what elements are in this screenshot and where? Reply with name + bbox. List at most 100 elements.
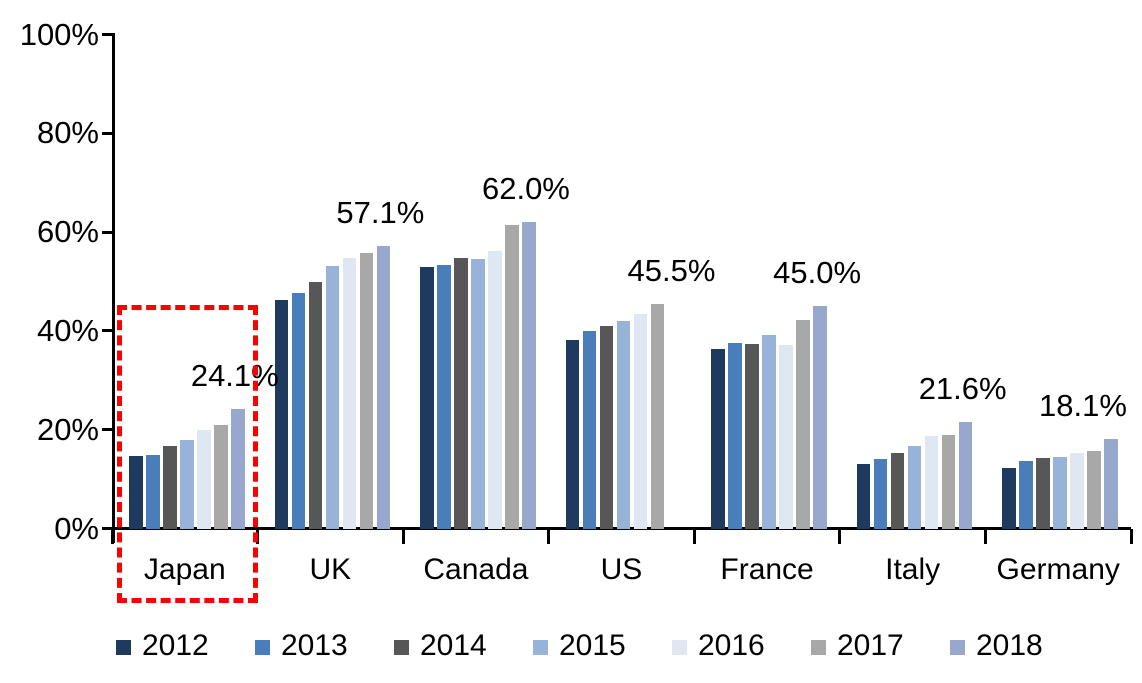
bar-us-2014 bbox=[599, 325, 614, 529]
bar-france-2017 bbox=[796, 319, 810, 529]
bar-uk-2015 bbox=[325, 266, 340, 529]
legend-item-2013: 2013 bbox=[255, 628, 348, 664]
category-label-japan: Japan bbox=[143, 553, 226, 586]
y-axis-tick bbox=[102, 428, 112, 432]
bar-group-japan bbox=[112, 35, 258, 529]
bar-japan-2015 bbox=[180, 440, 194, 529]
category-label-italy: Italy bbox=[885, 553, 941, 586]
y-axis-tick bbox=[102, 131, 112, 135]
bar-germany-2014 bbox=[1036, 457, 1050, 529]
legend-label-2016: 2016 bbox=[698, 629, 765, 662]
bar-uk-2016 bbox=[342, 257, 357, 529]
bar-japan-2014 bbox=[163, 446, 177, 529]
legend-item-2012: 2012 bbox=[116, 628, 209, 664]
bar-italy-2013 bbox=[873, 459, 888, 529]
bar-italy-2016 bbox=[924, 436, 939, 529]
highlight-box-japan bbox=[117, 305, 258, 603]
bar-france-2018 bbox=[813, 306, 827, 529]
bar-italy-2018 bbox=[958, 421, 973, 529]
y-axis-tick-label: 100% bbox=[19, 16, 99, 52]
bar-germany-2017 bbox=[1087, 450, 1101, 529]
bar-uk-2012 bbox=[274, 300, 289, 529]
bar-canada-2013 bbox=[437, 265, 451, 529]
bar-germany-2012 bbox=[1002, 467, 1016, 529]
data-label-italy: 21.6% bbox=[918, 370, 1007, 406]
legend-swatch-2012 bbox=[116, 639, 131, 655]
data-label-canada: 62.0% bbox=[481, 171, 570, 207]
y-axis-tick-label: 20% bbox=[36, 411, 99, 447]
bar-italy-2017 bbox=[941, 434, 956, 529]
y-axis-tick bbox=[102, 230, 112, 234]
legend-swatch-2013 bbox=[255, 639, 270, 655]
bar-italy-2014 bbox=[890, 453, 905, 529]
data-label-germany: 18.1% bbox=[1039, 388, 1127, 424]
bar-uk-2017 bbox=[359, 252, 374, 529]
legend-swatch-2017 bbox=[811, 639, 826, 655]
bar-uk-2013 bbox=[291, 292, 306, 529]
bar-us-2012 bbox=[565, 340, 580, 529]
bar-group-germany bbox=[985, 35, 1131, 529]
y-axis-tick bbox=[102, 329, 112, 333]
bar-canada-2014 bbox=[454, 258, 468, 529]
bar-japan-2016 bbox=[197, 430, 211, 529]
legend-item-2017: 2017 bbox=[811, 628, 904, 664]
bar-canada-2012 bbox=[420, 267, 434, 529]
category-label-germany: Germany bbox=[996, 553, 1120, 586]
x-axis-tick bbox=[838, 528, 842, 544]
legend-label-2014: 2014 bbox=[420, 629, 487, 662]
bar-us-2013 bbox=[582, 331, 597, 529]
bar-group-us bbox=[549, 35, 695, 529]
y-axis-tick bbox=[102, 527, 112, 530]
bar-canada-2017 bbox=[505, 224, 519, 529]
bar-uk-2018 bbox=[376, 246, 391, 529]
bar-us-2015 bbox=[616, 321, 631, 529]
bar-canada-2015 bbox=[471, 259, 485, 529]
legend-item-2015: 2015 bbox=[533, 628, 626, 664]
x-axis-tick bbox=[401, 528, 405, 544]
bar-france-2016 bbox=[779, 345, 793, 529]
y-axis-tick-label: 0% bbox=[54, 510, 99, 546]
bar-germany-2018 bbox=[1104, 439, 1118, 529]
bar-france-2015 bbox=[762, 335, 776, 529]
bar-group-france bbox=[694, 35, 840, 529]
category-label-uk: UK bbox=[309, 553, 352, 586]
bar-germany-2016 bbox=[1070, 453, 1084, 529]
x-axis-tick bbox=[692, 528, 696, 544]
data-label-us: 45.5% bbox=[627, 252, 716, 288]
x-axis-tick bbox=[110, 528, 114, 544]
legend-label-2015: 2015 bbox=[559, 629, 626, 662]
bar-japan-2017 bbox=[214, 424, 228, 529]
legend-label-2012: 2012 bbox=[142, 629, 209, 662]
legend-item-2014: 2014 bbox=[394, 628, 487, 664]
legend-swatch-2014 bbox=[394, 639, 409, 655]
legend: 2012 2013 2014 2015 2016 2017 2018 bbox=[0, 628, 1142, 668]
bar-us-2017 bbox=[650, 303, 665, 529]
category-label-canada: Canada bbox=[423, 553, 529, 586]
bar-group-italy bbox=[840, 35, 986, 529]
bar-group-canada bbox=[403, 35, 549, 529]
bar-france-2014 bbox=[745, 343, 759, 529]
category-label-us: US bbox=[600, 553, 643, 586]
legend-item-2016: 2016 bbox=[672, 628, 765, 664]
y-axis-line bbox=[112, 33, 115, 543]
bar-uk-2014 bbox=[308, 282, 323, 529]
category-label-france: France bbox=[720, 553, 814, 586]
bar-france-2013 bbox=[728, 343, 742, 529]
bar-japan-2012 bbox=[129, 455, 143, 529]
data-label-uk: 57.1% bbox=[336, 195, 425, 231]
legend-label-2018: 2018 bbox=[976, 629, 1043, 662]
legend-label-2017: 2017 bbox=[837, 629, 904, 662]
bar-france-2012 bbox=[711, 348, 725, 529]
bar-japan-2018 bbox=[231, 409, 245, 529]
data-label-japan: 24.1% bbox=[190, 358, 279, 394]
bar-us-2016 bbox=[633, 314, 648, 529]
bar-canada-2018 bbox=[522, 222, 536, 529]
bar-canada-2016 bbox=[488, 251, 502, 529]
legend-swatch-2016 bbox=[672, 639, 687, 655]
x-axis-line bbox=[112, 527, 1131, 530]
data-label-france: 45.0% bbox=[773, 255, 862, 291]
bar-italy-2015 bbox=[907, 446, 922, 529]
y-axis-tick-label: 80% bbox=[36, 115, 99, 151]
legend-item-2018: 2018 bbox=[950, 628, 1043, 664]
